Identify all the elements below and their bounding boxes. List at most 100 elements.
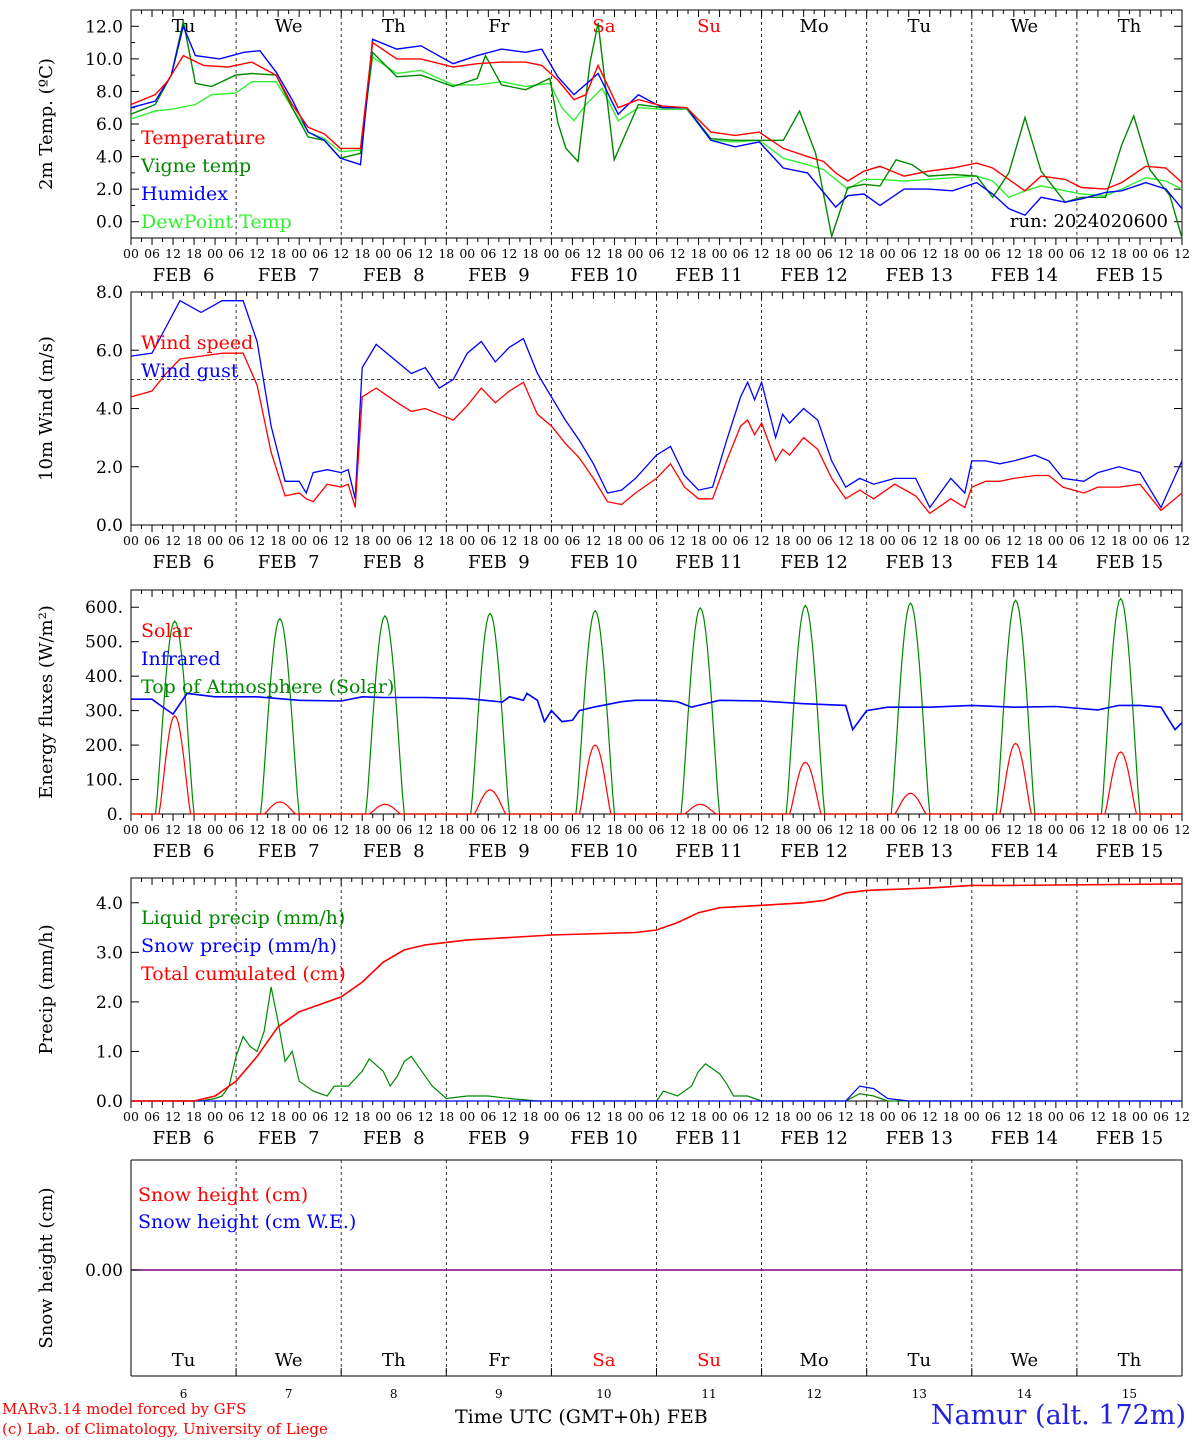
y-tick-label: 4.0 <box>96 894 123 914</box>
y-tick-label: 400. <box>85 667 123 687</box>
weekday-label: We <box>275 16 303 37</box>
hour-tick-label: 12 <box>922 822 938 837</box>
hour-tick-label: 12 <box>670 822 686 837</box>
y-tick-label: 0. <box>107 805 123 825</box>
hour-tick-label: 12 <box>1174 246 1190 261</box>
hour-tick-label: 06 <box>985 533 1001 548</box>
date-label: FEB 8 <box>363 1128 425 1149</box>
hour-tick-label: 18 <box>775 1109 791 1124</box>
hour-tick-label: 06 <box>228 246 244 261</box>
legend-blue: Snow height (cm W.E.) <box>138 1211 356 1233</box>
hour-tick-label: 12 <box>417 246 433 261</box>
hour-tick-label: 00 <box>796 822 812 837</box>
hour-tick-label: 12 <box>333 533 349 548</box>
y-axis-title: Energy fluxes (W/m²) <box>36 605 57 799</box>
hour-tick-label: 06 <box>312 246 328 261</box>
hour-tick-label: 18 <box>943 533 959 548</box>
hour-tick-label: 00 <box>964 822 980 837</box>
hour-tick-label: 12 <box>754 1109 770 1124</box>
hour-tick-label: 00 <box>712 822 728 837</box>
weekday-label: Tu <box>907 16 931 37</box>
hour-tick-label: 12 <box>1006 1109 1022 1124</box>
date-label: FEB 11 <box>675 265 742 286</box>
hour-tick-label: 00 <box>880 533 896 548</box>
date-label: FEB 7 <box>258 552 320 573</box>
y-tick-label: 0.00 <box>85 1261 123 1281</box>
y-tick-label: 100. <box>85 771 123 791</box>
date-label: FEB 9 <box>468 1128 530 1149</box>
hour-tick-label: 06 <box>901 533 917 548</box>
date-label: FEB 12 <box>780 265 847 286</box>
hour-tick-label: 12 <box>1090 1109 1106 1124</box>
hour-tick-label: 06 <box>396 822 412 837</box>
date-label: FEB 14 <box>991 841 1058 862</box>
hour-tick-label: 00 <box>880 1109 896 1124</box>
hour-tick-label: 18 <box>522 1109 538 1124</box>
hour-tick-label: 18 <box>859 822 875 837</box>
hour-tick-label: 00 <box>964 246 980 261</box>
weekday-label: Th <box>1118 16 1142 37</box>
date-label: FEB 15 <box>1096 1128 1163 1149</box>
hour-tick-label: 06 <box>817 533 833 548</box>
hour-tick-label: 18 <box>775 822 791 837</box>
weekday-label-bottom: We <box>275 1350 303 1371</box>
hour-tick-label: 12 <box>585 246 601 261</box>
date-label: FEB 13 <box>886 265 953 286</box>
hour-tick-label: 12 <box>249 1109 265 1124</box>
hour-tick-label: 18 <box>270 246 286 261</box>
hour-tick-label: 00 <box>207 533 223 548</box>
series-line-green <box>130 21 1183 240</box>
hour-tick-label: 18 <box>859 246 875 261</box>
hour-tick-label: 00 <box>459 822 475 837</box>
hour-tick-label: 12 <box>754 822 770 837</box>
hour-tick-label: 06 <box>396 246 412 261</box>
date-label: FEB 10 <box>570 1128 637 1149</box>
hour-tick-label: 12 <box>249 822 265 837</box>
date-label: FEB 13 <box>886 1128 953 1149</box>
hour-tick-label: 18 <box>607 822 623 837</box>
hour-tick-label: 00 <box>1048 533 1064 548</box>
y-tick-label: 300. <box>85 702 123 722</box>
hour-tick-label: 06 <box>985 246 1001 261</box>
hour-tick-label: 18 <box>607 246 623 261</box>
legend-red: Wind speed <box>141 332 253 354</box>
hour-tick-label: 06 <box>396 1109 412 1124</box>
hour-tick-label: 06 <box>144 1109 160 1124</box>
hour-tick-label: 06 <box>649 246 665 261</box>
y-tick-label: 8.0 <box>96 82 123 102</box>
hour-tick-label: 18 <box>186 533 202 548</box>
hour-tick-label: 12 <box>501 822 517 837</box>
hour-tick-label: 06 <box>733 246 749 261</box>
date-label: FEB 11 <box>675 552 742 573</box>
weekday-label: We <box>1011 16 1039 37</box>
hour-tick-label: 06 <box>1153 533 1169 548</box>
hour-tick-label: 00 <box>291 822 307 837</box>
hour-tick-label: 00 <box>291 1109 307 1124</box>
date-label: FEB 6 <box>153 1128 215 1149</box>
hour-tick-label: 06 <box>144 822 160 837</box>
y-tick-label: 200. <box>85 736 123 756</box>
hour-tick-label: 00 <box>880 246 896 261</box>
hour-tick-label: 12 <box>1174 1109 1190 1124</box>
hour-tick-label: 12 <box>670 533 686 548</box>
hour-tick-label: 12 <box>1006 533 1022 548</box>
weekday-label-bottom: Th <box>382 1350 406 1371</box>
hour-tick-label: 12 <box>1090 822 1106 837</box>
hour-tick-label: 00 <box>375 246 391 261</box>
y-tick-label: 6.0 <box>96 115 123 135</box>
hour-tick-label: 00 <box>459 246 475 261</box>
date-label: FEB 8 <box>363 552 425 573</box>
hour-tick-label: 12 <box>585 1109 601 1124</box>
hour-tick-label: 18 <box>1027 533 1043 548</box>
y-tick-label: 600. <box>85 598 123 618</box>
day-number: 12 <box>807 1387 822 1401</box>
hour-tick-label: 00 <box>123 1109 139 1124</box>
weekday-label: Su <box>697 16 721 37</box>
legend-lightgreen: DewPoint Temp <box>141 211 292 233</box>
hour-tick-label: 00 <box>712 533 728 548</box>
hour-tick-label: 18 <box>354 822 370 837</box>
hour-tick-label: 12 <box>249 246 265 261</box>
series-line-red <box>131 714 1182 815</box>
hour-tick-label: 12 <box>1090 246 1106 261</box>
hour-tick-label: 06 <box>480 1109 496 1124</box>
